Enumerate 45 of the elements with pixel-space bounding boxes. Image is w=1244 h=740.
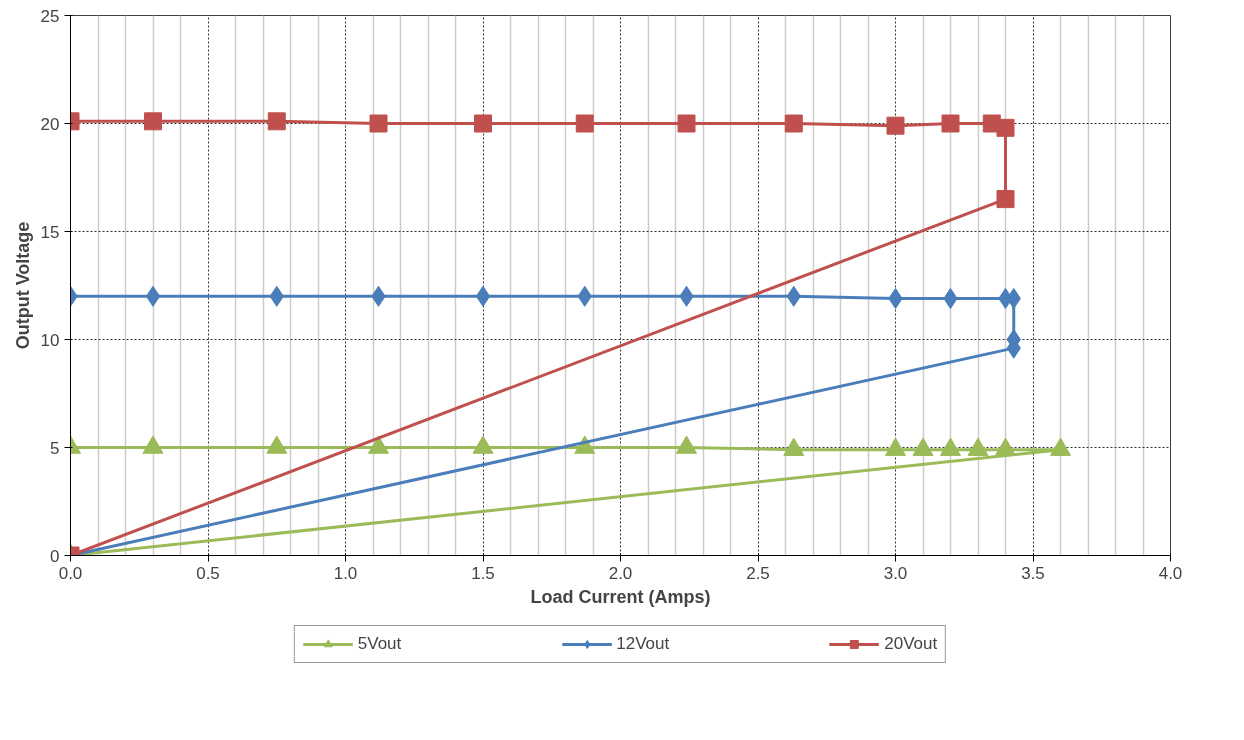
y-tick-label: 10 (40, 330, 60, 350)
y-tick-label: 20 (40, 114, 60, 134)
y-tick-label: 15 (40, 222, 60, 242)
x-tick-label: 3.0 (883, 563, 908, 583)
point (142, 435, 164, 454)
point (941, 114, 960, 133)
x-tick-label: 0.0 (58, 563, 83, 583)
y-tick-label: 25 (40, 6, 60, 26)
x-tick-label: 4.0 (1158, 563, 1183, 583)
point (677, 114, 696, 133)
point (996, 190, 1015, 209)
point (145, 285, 161, 307)
point (267, 112, 286, 131)
point (912, 437, 934, 456)
y-tick-label: 5 (50, 438, 60, 458)
x-tick-label: 1.5 (471, 563, 495, 583)
point (1050, 437, 1071, 456)
x-tick-label: 1.0 (333, 563, 358, 583)
point (368, 435, 389, 454)
point (369, 114, 388, 133)
y-axis-title: Output Voltage (12, 221, 33, 350)
legend-label: 5Vout (357, 634, 402, 654)
point (995, 437, 1016, 456)
point (676, 435, 697, 454)
legend-label: 20Vout (884, 634, 938, 654)
legend-label: 12Vout (616, 634, 670, 654)
point (940, 437, 961, 456)
point (886, 116, 905, 135)
point (996, 118, 1015, 137)
x-axis-title: Load Current (Amps) (530, 586, 711, 607)
x-tick-label: 2.5 (746, 563, 770, 583)
y-tick-label: 0 (50, 546, 60, 566)
point (885, 437, 906, 456)
point (472, 435, 494, 454)
x-tick-label: 2.0 (608, 563, 633, 583)
point (266, 435, 288, 454)
x-tick-label: 0.5 (196, 563, 220, 583)
point (783, 437, 805, 456)
point (784, 114, 803, 133)
x-tick-label: 3.5 (1021, 563, 1045, 583)
point (475, 285, 491, 307)
point (474, 114, 492, 133)
point (144, 112, 162, 131)
point (575, 114, 594, 133)
point (967, 437, 989, 456)
